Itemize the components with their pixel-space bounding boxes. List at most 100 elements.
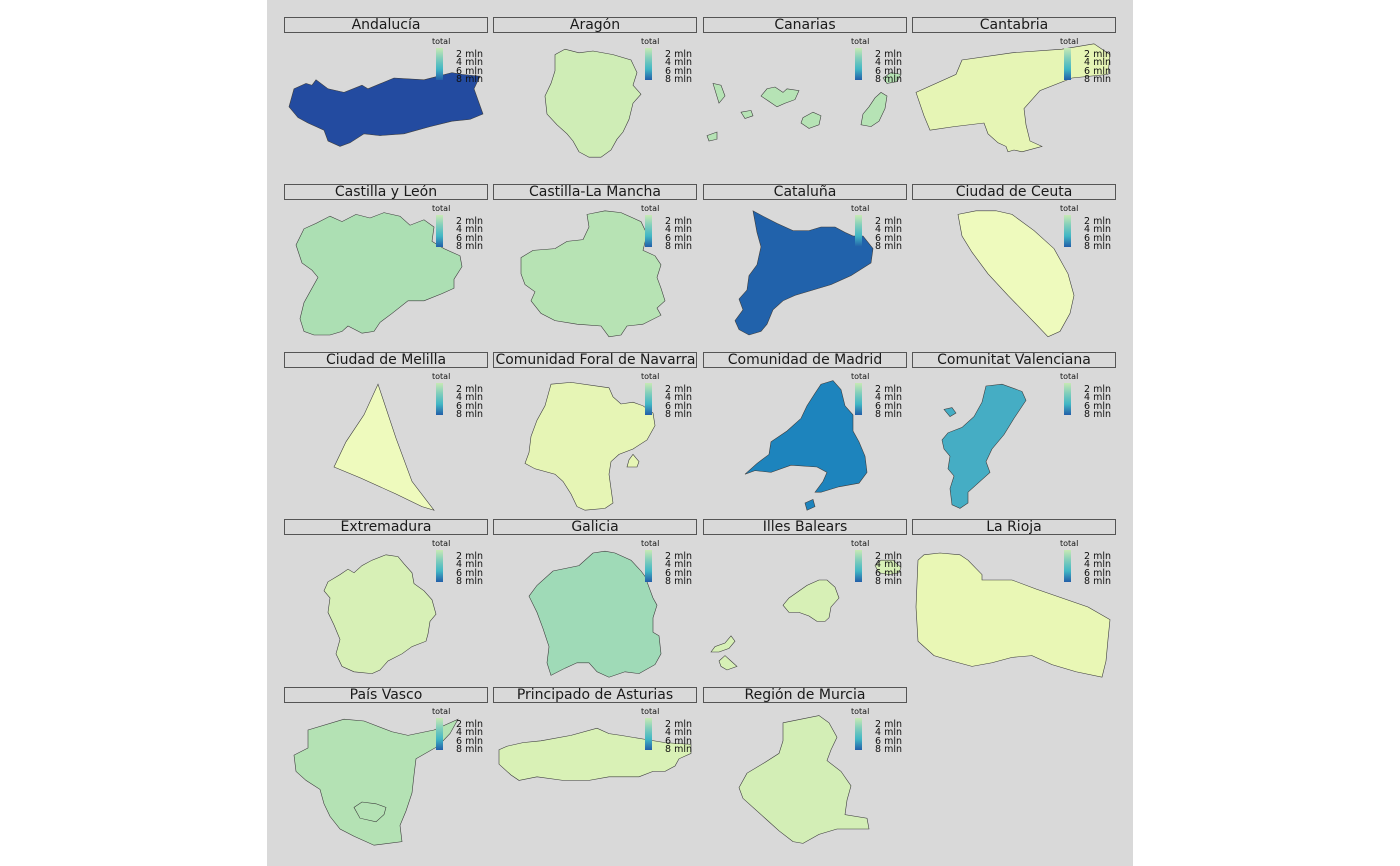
legend-colorbar <box>436 215 443 247</box>
region-shape-canarias-5[interactable] <box>860 92 888 127</box>
facet-title: Illes Balears <box>762 519 848 535</box>
legend-label: 2 mln <box>875 719 902 730</box>
legend-label: 6 mln <box>875 233 902 244</box>
region-shape-comunitat-valenciana-1[interactable] <box>943 407 957 417</box>
legend-title: total <box>432 37 451 46</box>
region-shape-illes-balears-1[interactable] <box>874 559 902 575</box>
color-legend: total 2 mln 4 mln 6 mln 8 mln <box>432 204 490 252</box>
region-shape-principado-de-asturias[interactable] <box>498 727 692 781</box>
facet-strip: Castilla-La Mancha <box>493 184 697 200</box>
region-shape-comunidad-de-madrid[interactable] <box>744 380 868 493</box>
region-map <box>710 559 902 671</box>
region-shape-comunitat-valenciana[interactable] <box>941 383 1027 509</box>
region-map <box>915 552 1111 678</box>
color-legend: total 2 mln 4 mln 6 mln 8 mln <box>432 539 490 587</box>
legend-title: total <box>1060 37 1079 46</box>
region-shape-cantabria[interactable] <box>915 43 1111 153</box>
legend-title: total <box>432 204 451 213</box>
region-shape-galicia[interactable] <box>528 550 662 678</box>
facet-strip: Canarias <box>703 17 907 33</box>
facet-panel-pais-vasco: País Vasco total 2 mln 4 mln 6 mln 8 mln <box>284 687 488 847</box>
legend-label: 8 mln <box>875 576 902 587</box>
legend-label: 8 mln <box>1084 576 1111 587</box>
legend-label: 8 mln <box>456 74 483 85</box>
legend-title: total <box>432 539 451 548</box>
legend-label: 4 mln <box>665 727 692 738</box>
facet-panel-region-de-murcia: Región de Murcia total 2 mln 4 mln 6 mln 8 ml… <box>703 687 907 847</box>
legend-title: total <box>641 372 660 381</box>
legend-label: 6 mln <box>875 401 902 412</box>
region-shape-illes-balears-3[interactable] <box>718 655 738 671</box>
facet-title: Comunitat Valenciana <box>937 352 1091 368</box>
legend-label: 2 mln <box>875 216 902 227</box>
region-shape-illes-balears-2[interactable] <box>710 635 736 653</box>
legend-colorbar <box>436 383 443 415</box>
legend-label: 4 mln <box>456 727 483 738</box>
region-shape-canarias-2[interactable] <box>706 131 718 142</box>
legend-title: total <box>851 372 870 381</box>
facet-title: Cataluña <box>773 184 837 200</box>
facet-strip: Cantabria <box>912 17 1116 33</box>
region-shape-comunidad-foral-de-navarra[interactable] <box>524 382 656 511</box>
region-map <box>524 382 656 511</box>
region-shape-cataluna[interactable] <box>734 210 874 336</box>
region-shape-canarias-6[interactable] <box>882 72 902 84</box>
facet-strip: Andalucía <box>284 17 488 33</box>
legend-label: 4 mln <box>875 224 902 235</box>
legend-title: total <box>641 539 660 548</box>
legend-colorbar <box>1064 383 1071 415</box>
legend-label: 6 mln <box>1084 66 1111 77</box>
facet-panel-comunidad-de-madrid: Comunidad de Madrid total 2 mln 4 mln 6 mln 8… <box>703 352 907 512</box>
region-shape-castilla-la-mancha[interactable] <box>520 210 666 338</box>
region-shape-aragon[interactable] <box>544 48 642 158</box>
region-map <box>957 210 1075 338</box>
facet-title: Extremadura <box>340 519 432 535</box>
legend-colorbar <box>645 48 652 80</box>
region-map <box>734 210 874 336</box>
legend-label: 2 mln <box>665 551 692 562</box>
legend-label: 8 mln <box>665 744 692 755</box>
facet-panel-principado-de-asturias: Principado de Asturias total 2 mln 4 mln 6 m… <box>493 687 697 847</box>
region-map <box>498 727 692 781</box>
legend-label: 4 mln <box>456 224 483 235</box>
region-shape-ciudad-de-ceuta[interactable] <box>957 210 1075 338</box>
region-shape-canarias-1[interactable] <box>740 110 754 119</box>
region-shape-canarias-4[interactable] <box>800 111 822 129</box>
legend-label: 4 mln <box>665 57 692 68</box>
legend-label: 8 mln <box>875 74 902 85</box>
region-shape-comunidad-de-madrid-1[interactable] <box>804 499 816 511</box>
legend-label: 4 mln <box>456 559 483 570</box>
region-shape-illes-balears[interactable] <box>782 579 840 622</box>
region-shape-extremadura[interactable] <box>323 554 437 674</box>
legend-label: 6 mln <box>1084 568 1111 579</box>
legend-label: 8 mln <box>456 744 483 755</box>
legend-colorbar <box>1064 215 1071 247</box>
legend-title: total <box>1060 539 1079 548</box>
region-shape-comunidad-foral-de-navarra-1[interactable] <box>626 453 640 468</box>
region-shape-canarias[interactable] <box>712 83 726 104</box>
legend-label: 6 mln <box>1084 233 1111 244</box>
legend-label: 6 mln <box>665 66 692 77</box>
region-shape-la-rioja[interactable] <box>915 552 1111 678</box>
legend-colorbar <box>855 718 862 750</box>
region-shape-canarias-3[interactable] <box>760 86 800 108</box>
facet-panel-cantabria: Cantabria total 2 mln 4 mln 6 mln 8 mln <box>912 17 1116 177</box>
facet-panel-comunitat-valenciana: Comunitat Valenciana total 2 mln 4 mln 6 mln… <box>912 352 1116 512</box>
region-shape-andalucia[interactable] <box>288 72 484 147</box>
region-shape-region-de-murcia[interactable] <box>738 715 870 844</box>
region-shape-pais-vasco[interactable] <box>293 718 459 846</box>
facet-title: La Rioja <box>986 519 1042 535</box>
legend-title: total <box>851 37 870 46</box>
legend-label: 8 mln <box>875 241 902 252</box>
legend-label: 4 mln <box>1084 559 1111 570</box>
legend-colorbar <box>855 215 862 247</box>
region-shape-ciudad-de-melilla[interactable] <box>333 383 435 511</box>
facet-strip: Región de Murcia <box>703 687 907 703</box>
region-shape-castilla-y-leon[interactable] <box>295 212 463 336</box>
region-map <box>288 72 484 147</box>
region-shape-pais-vasco-1[interactable] <box>353 801 387 823</box>
legend-title: total <box>851 707 870 716</box>
legend-label: 4 mln <box>875 559 902 570</box>
facet-panel-castilla-y-leon: Castilla y León total 2 mln 4 mln 6 mln 8 mln <box>284 184 488 344</box>
legend-label: 6 mln <box>456 66 483 77</box>
